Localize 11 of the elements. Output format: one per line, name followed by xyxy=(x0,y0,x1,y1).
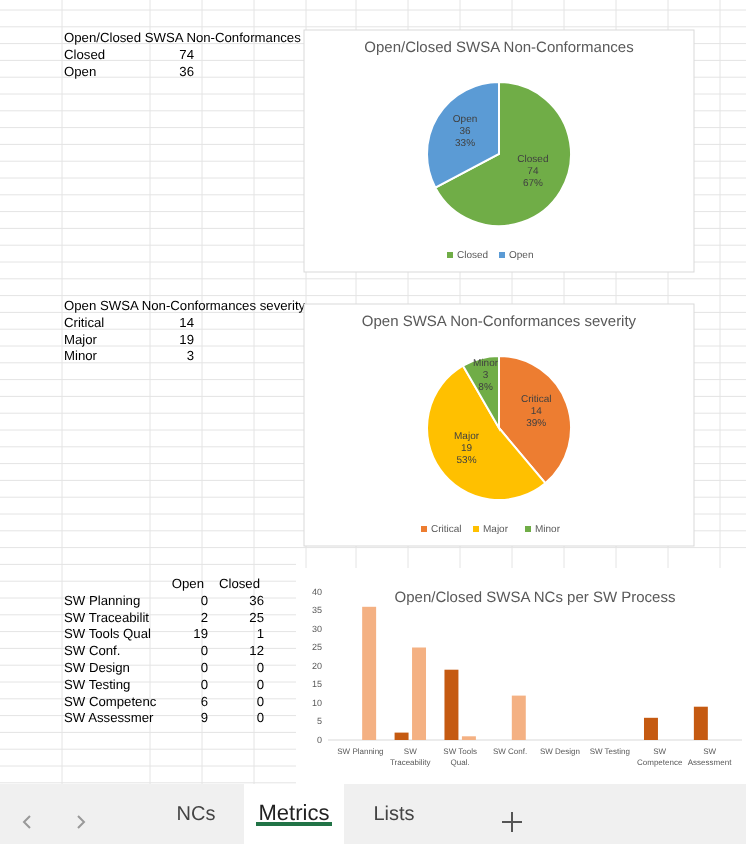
pie-slice xyxy=(434,81,572,227)
text: Lists xyxy=(373,804,415,826)
bar xyxy=(643,717,658,740)
text: NCs xyxy=(176,804,216,826)
text: Metrics xyxy=(258,802,331,826)
bar xyxy=(362,606,377,740)
bar xyxy=(511,695,526,740)
bar xyxy=(412,647,427,740)
bar xyxy=(693,706,708,740)
bar xyxy=(394,732,409,740)
bar xyxy=(444,669,459,740)
